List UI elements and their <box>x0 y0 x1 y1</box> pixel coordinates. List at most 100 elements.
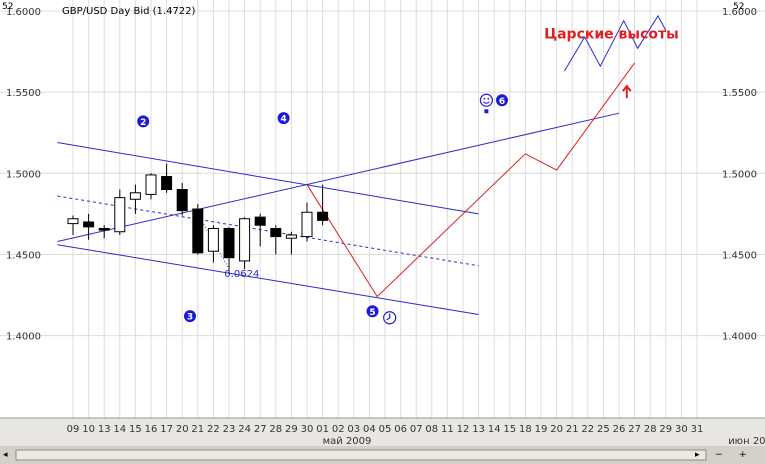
candle-body <box>114 197 126 233</box>
wave-marker-label: 6 <box>499 97 505 107</box>
smiley-eye-left <box>483 97 486 100</box>
candle-body <box>67 218 79 225</box>
candle-body <box>301 211 313 238</box>
line-lower-channel <box>57 244 479 315</box>
x-month-label: май 2009 <box>323 436 372 447</box>
candle <box>254 213 266 247</box>
zoom-in-icon[interactable]: + <box>739 450 747 460</box>
y-tick-label-right: 1.5000 <box>722 169 757 180</box>
up-arrow-icon <box>622 84 632 99</box>
y-tick-label-left: 1.4000 <box>6 332 41 343</box>
candle-body <box>317 211 329 221</box>
x-tick-label: 09 <box>67 424 80 435</box>
x-month-label: июн 2009 <box>728 436 765 447</box>
up-arrow-head <box>622 84 632 92</box>
candle-body <box>83 221 95 228</box>
annotation-text: Царские высоты <box>544 27 679 43</box>
x-tick-label: 29 <box>659 424 672 435</box>
candle <box>317 184 329 226</box>
x-tick-label: 12 <box>457 424 470 435</box>
candle <box>223 226 235 274</box>
y-tick-label-left: 1.5000 <box>6 169 41 180</box>
wave-marker-circle <box>366 305 379 318</box>
smiley-icon <box>479 93 493 114</box>
candle-body <box>223 227 235 259</box>
x-tick-label: 30 <box>675 424 688 435</box>
wave-marker-label: 3 <box>187 313 193 323</box>
candle-body <box>270 227 282 238</box>
y-tick-label-right: 1.4500 <box>722 250 757 261</box>
x-tick-label: 28 <box>269 424 282 435</box>
wave-marker-circle <box>137 115 150 128</box>
wave-marker-2: 2 <box>137 115 150 128</box>
candle-body <box>176 189 188 212</box>
smiley-anchor <box>484 109 489 114</box>
candle <box>270 225 282 255</box>
candle-body <box>192 208 204 254</box>
candle <box>239 217 251 270</box>
candle-body <box>207 227 219 252</box>
line-middle-channel <box>57 195 479 267</box>
chart-title: GBP/USD Day Bid (1.4722) <box>62 6 196 17</box>
candle <box>285 231 297 255</box>
candle-body <box>254 216 266 226</box>
x-tick-label: 15 <box>503 424 516 435</box>
candle <box>98 225 110 239</box>
x-tick-label: 31 <box>691 424 704 435</box>
candle-body <box>161 176 173 191</box>
left-corner-zoom-icon[interactable]: 52 <box>2 2 13 12</box>
scroll-right-icon[interactable]: ▸ <box>695 450 700 460</box>
y-tick-label-right: 1.5500 <box>722 88 757 99</box>
y-tick-label-right: 1.4000 <box>722 332 757 343</box>
candle <box>145 173 157 200</box>
x-tick-label: 20 <box>176 424 189 435</box>
wave-marker-circle <box>496 94 508 107</box>
wave-marker-circle <box>277 112 290 125</box>
x-tick-label: 15 <box>129 424 142 435</box>
x-tick-label: 04 <box>363 424 376 435</box>
clock-icon <box>383 311 397 325</box>
zoom-out-icon[interactable]: − <box>715 450 723 460</box>
x-tick-label: 27 <box>254 424 267 435</box>
y-tick-label-left: 1.6000 <box>6 7 41 18</box>
x-tick-label: 25 <box>597 424 610 435</box>
x-tick-label: 21 <box>191 424 204 435</box>
x-tick-label: 07 <box>410 424 423 435</box>
x-tick-label: 29 <box>285 424 298 435</box>
line-upper-channel <box>57 142 479 215</box>
x-tick-label: 16 <box>145 424 158 435</box>
x-tick-label: 18 <box>519 424 532 435</box>
clock-hands <box>386 313 391 321</box>
candles-layer <box>67 163 329 274</box>
candle <box>161 163 173 193</box>
candle <box>114 189 126 235</box>
right-corner-zoom-icon[interactable]: 52 <box>733 2 744 12</box>
wave-marker-circle <box>184 310 196 323</box>
x-axis-band <box>0 418 765 446</box>
wave-marker-label: 2 <box>140 118 146 128</box>
x-tick-label: 17 <box>160 424 173 435</box>
wave-marker-label: 4 <box>280 115 286 125</box>
scroll-left-icon[interactable]: ◂ <box>3 450 8 460</box>
wave-marker-6: 6 <box>496 94 508 107</box>
x-tick-label: 06 <box>394 424 407 435</box>
x-tick-label: 14 <box>113 424 126 435</box>
x-tick-label: 01 <box>316 424 329 435</box>
candle-body <box>129 192 141 200</box>
scrollbar-thumb[interactable] <box>15 449 707 461</box>
x-tick-label: 10 <box>82 424 95 435</box>
x-tick-label: 22 <box>207 424 220 435</box>
candle <box>83 213 95 240</box>
wave-marker-label: 5 <box>369 308 375 318</box>
x-tick-label: 19 <box>535 424 548 435</box>
smiley-mouth <box>483 101 490 104</box>
candle-body <box>239 218 251 262</box>
x-tick-label: 11 <box>441 424 454 435</box>
candle <box>207 225 219 263</box>
wave-marker-5: 5 <box>366 305 379 318</box>
x-tick-label: 02 <box>332 424 345 435</box>
candle <box>192 204 204 255</box>
